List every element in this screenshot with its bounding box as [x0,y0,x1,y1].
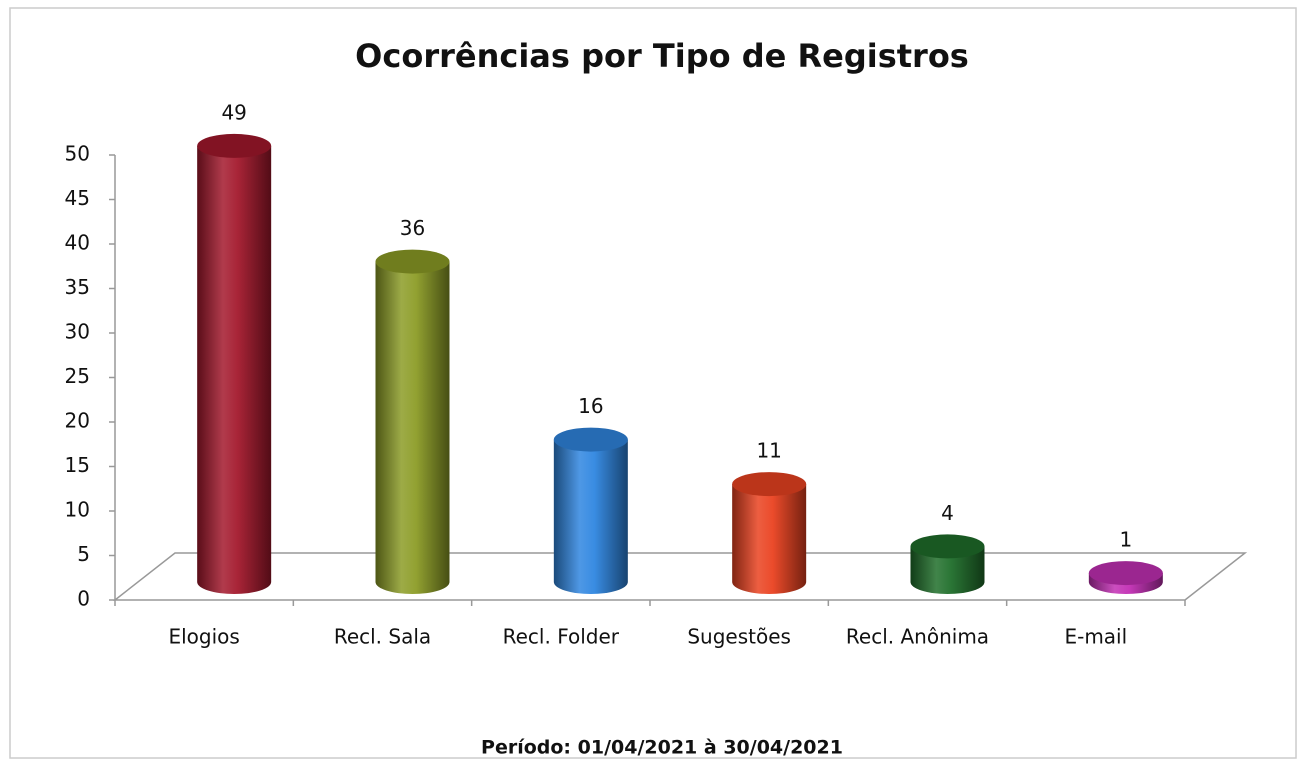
data-label: 49 [221,100,246,124]
y-tick-label: 30 [65,320,90,344]
data-label: 1 [1119,528,1132,552]
chart-footer: Período: 01/04/2021 à 30/04/2021 [481,737,843,759]
y-tick-label: 10 [65,498,90,522]
x-tick-label: Recl. Folder [503,625,620,649]
cylinder [553,439,628,594]
cylinder [197,145,272,594]
data-label: 4 [941,501,954,525]
cylinder [375,261,450,594]
x-tick-label: Recl. Anônima [846,625,989,649]
data-label: 11 [756,439,781,463]
x-tick-label: Recl. Sala [334,625,431,649]
cylinder [732,484,807,594]
cylinder [910,546,985,594]
data-label: 36 [400,216,425,240]
y-tick-label: 15 [65,453,90,477]
y-tick-label: 25 [65,364,90,388]
x-tick-label: E-mail [1064,625,1127,649]
x-tick-label: Sugestões [687,625,791,649]
chart-title: Ocorrências por Tipo de Registros [355,37,969,75]
y-tick-label: 35 [65,275,90,299]
cylinder-top [553,427,628,452]
y-tick-label: 45 [65,186,90,210]
y-tick-label: 5 [77,542,90,566]
cylinder-top [732,472,807,497]
x-tick-label: Elogios [168,625,239,649]
cylinder-top [910,534,985,559]
y-tick-label: 40 [65,231,90,255]
cylinder-top [375,249,450,274]
cylinder-top [1088,561,1163,586]
y-tick-label: 0 [77,587,90,611]
data-label: 16 [578,394,603,418]
y-tick-label: 50 [65,142,90,166]
cylinder-top [197,133,272,158]
y-tick-label: 20 [65,409,90,433]
